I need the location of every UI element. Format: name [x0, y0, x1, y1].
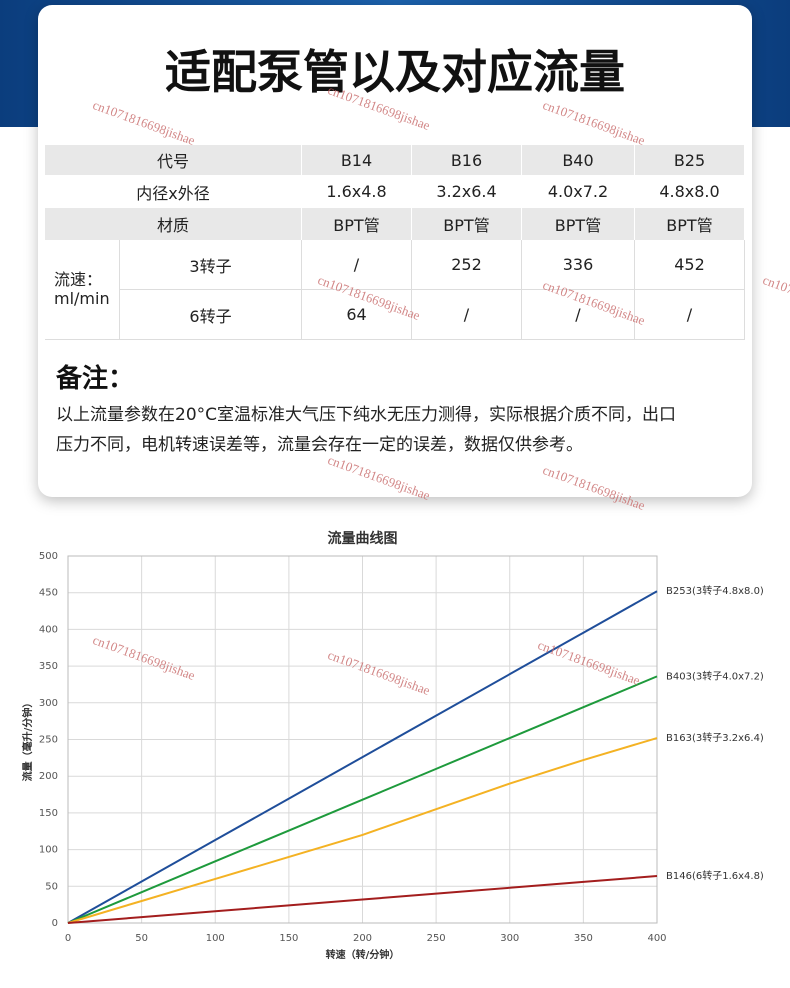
notes-line: 压力不同，电机转速误差等，流量会存在一定的误差，数据仅供参考。 [56, 435, 583, 455]
y-tick-label: 500 [39, 551, 58, 562]
table-cell: B16 [412, 145, 522, 175]
table-cell: / [412, 290, 522, 340]
card [38, 5, 752, 497]
x-axis-label: 转速（转/分钟） [326, 948, 400, 961]
table-cell: BPT管 [412, 208, 522, 240]
table-cell: 4.0x7.2 [522, 175, 635, 208]
page-title: 适配泵管以及对应流量 [165, 45, 625, 99]
table-cell: 336 [522, 240, 635, 290]
table-cell: BPT管 [522, 208, 635, 240]
table-cell: BPT管 [635, 208, 745, 240]
y-tick-label: 350 [39, 661, 58, 672]
x-tick-label: 150 [279, 933, 298, 944]
y-tick-label: 300 [39, 698, 58, 709]
table-cell: B14 [302, 145, 412, 175]
series-line [67, 875, 658, 924]
x-tick-label: 200 [353, 933, 372, 944]
table-cell: B40 [522, 145, 635, 175]
y-tick-label: 250 [39, 735, 58, 746]
table-cell: / [302, 240, 412, 290]
table-cell: / [635, 290, 745, 340]
table-cell: / [522, 290, 635, 340]
table-cell: 64 [302, 290, 412, 340]
chart-title: 流量曲线图 [328, 530, 398, 547]
y-tick-label: 150 [39, 808, 58, 819]
y-axis-label: 流量（毫升/分钟） [21, 698, 34, 782]
notes-line: 以上流量参数在20°C室温标准大气压下纯水无压力测得，实际根据介质不同，出口 [56, 405, 677, 425]
y-tick-label: 450 [39, 588, 58, 599]
y-tick-label: 200 [39, 771, 58, 782]
group-label-box [45, 240, 120, 340]
series-label: B163(3转子3.2x6.4) [666, 731, 764, 744]
series-label: B403(3转子4.0x7.2) [666, 669, 764, 682]
table-cell: 代号 [45, 145, 302, 175]
notes-title: 备注： [56, 364, 135, 394]
table-cell: 材质 [45, 208, 302, 240]
y-tick-label: 0 [52, 918, 58, 929]
x-tick-label: 300 [500, 933, 519, 944]
chart: 流量曲线图 0 50 100 150 200 250 300 350 400 450 500 0 50 10… [21, 530, 764, 961]
series-label: B253(3转子4.8x8.0) [666, 584, 764, 597]
x-tick-label: 50 [135, 933, 148, 944]
series-label: B146(6转子1.6x4.8) [666, 869, 764, 882]
table-cell: 6转子 [120, 290, 302, 340]
series-line [67, 675, 658, 924]
x-tick-label: 0 [65, 933, 71, 944]
table-cell: 1.6x4.8 [302, 175, 412, 208]
table-cell: 3.2x6.4 [412, 175, 522, 208]
plot-border [67, 555, 658, 924]
group-label: 流速： [54, 270, 103, 289]
y-tick-label: 100 [39, 845, 58, 856]
table-cell: B25 [635, 145, 745, 175]
x-tick-label: 250 [427, 933, 446, 944]
y-tick-label: 400 [39, 624, 58, 635]
table-cell: 内径x外径 [45, 175, 302, 208]
series-line [67, 737, 658, 924]
table-cell: BPT管 [302, 208, 412, 240]
series-line [67, 590, 658, 924]
x-tick-label: 350 [574, 933, 593, 944]
y-tick-label: 50 [45, 881, 58, 892]
table-cell: 252 [412, 240, 522, 290]
group-label: ml/min [54, 288, 110, 308]
x-tick-label: 100 [206, 933, 225, 944]
watermark: cn1071816698jishae [760, 272, 790, 323]
table-cell: 452 [635, 240, 745, 290]
table-cell: 4.8x8.0 [635, 175, 745, 208]
x-tick-label: 400 [647, 933, 666, 944]
table-cell: 3转子 [120, 240, 302, 290]
